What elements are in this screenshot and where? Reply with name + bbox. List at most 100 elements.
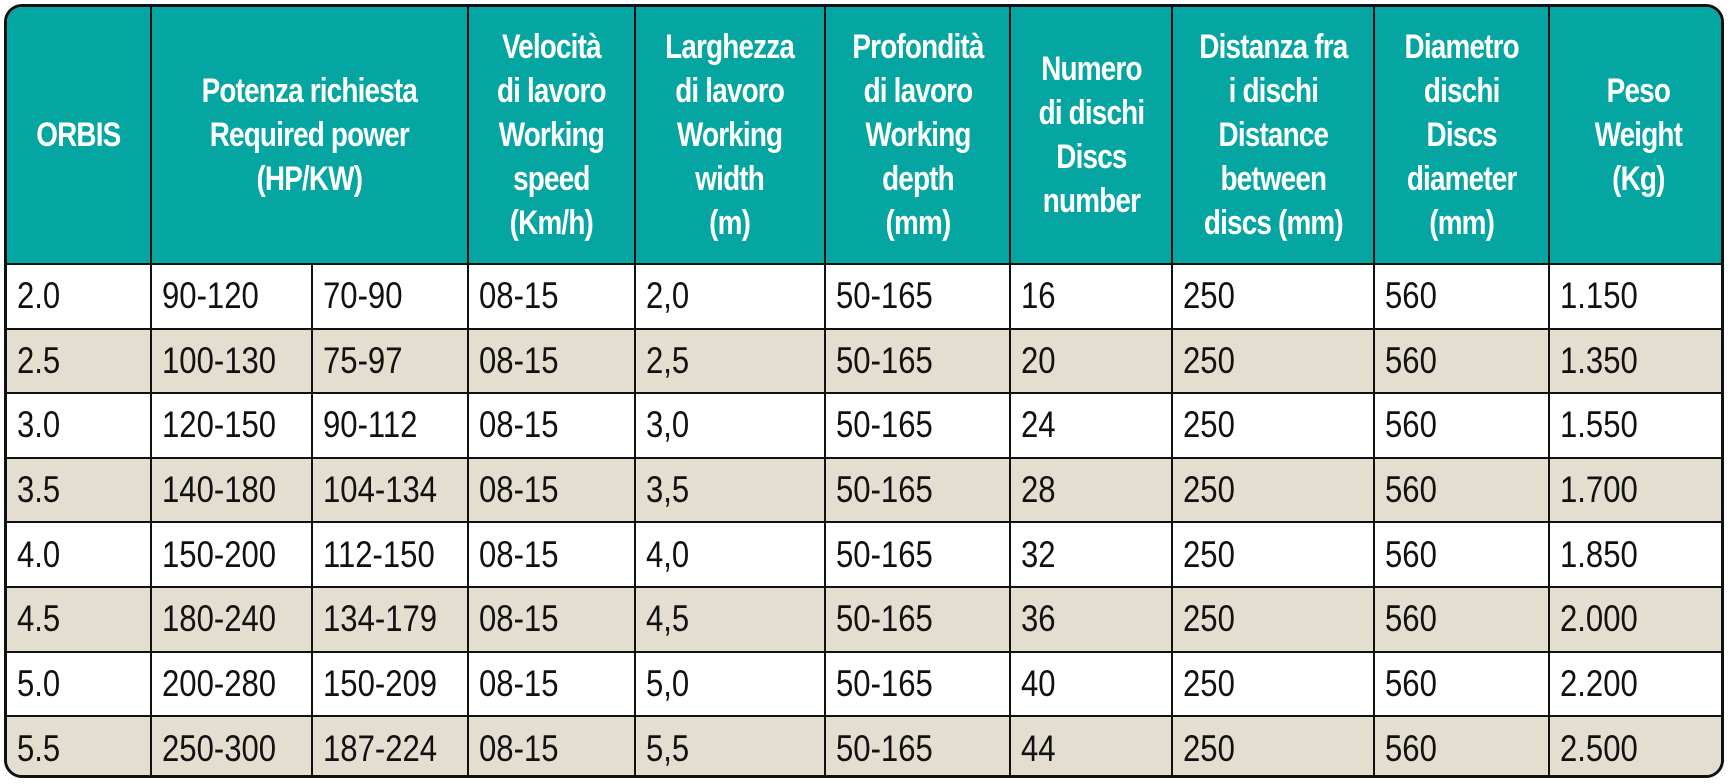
orbis-spec-table: ORBIS Potenza richiesta Required power (…	[7, 7, 1721, 775]
cell-working-speed: 08-15	[467, 327, 636, 395]
cell-discs-diameter: 560	[1373, 521, 1550, 588]
spec-table: ORBIS Potenza richiesta Required power (…	[4, 4, 1724, 778]
cell-working-depth: 50-165	[824, 456, 1011, 524]
table-row: 4.0 150-200 112-150 08-15 4,0 50-165 32 250 560 1…	[7, 521, 1721, 588]
cell-weight: 2.500	[1548, 715, 1721, 775]
cell-weight: 1.700	[1548, 456, 1721, 524]
cell-working-depth: 50-165	[824, 650, 1011, 718]
cell-working-depth: 50-165	[824, 263, 1011, 330]
cell-model: 5.5	[7, 715, 152, 775]
cell-power-kw: 90-112	[311, 392, 469, 459]
cell-discs-number: 16	[1009, 263, 1173, 330]
cell-working-depth: 50-165	[824, 327, 1011, 395]
table-row: 4.5 180-240 134-179 08-15 4,5 50-165 36 250 560 2…	[7, 585, 1721, 653]
cell-model: 4.0	[7, 521, 152, 588]
cell-weight: 1.150	[1548, 263, 1721, 330]
cell-discs-number: 32	[1009, 521, 1173, 588]
cell-working-speed: 08-15	[467, 585, 636, 653]
header-discs-number: Numero di dischi Discs number	[1009, 7, 1173, 265]
cell-power-hp: 140-180	[150, 456, 313, 524]
cell-working-speed: 08-15	[467, 521, 636, 588]
cell-power-hp: 200-280	[150, 650, 313, 718]
cell-power-hp: 180-240	[150, 585, 313, 653]
cell-model: 4.5	[7, 585, 152, 653]
header-working-speed: Velocità di lavoro Working speed (Km/h)	[467, 7, 636, 265]
cell-discs-number: 40	[1009, 650, 1173, 718]
header-working-width: Larghezza di lavoro Working width (m)	[634, 7, 826, 265]
cell-discs-diameter: 560	[1373, 585, 1550, 653]
cell-power-kw: 104-134	[311, 456, 469, 524]
cell-working-speed: 08-15	[467, 456, 636, 524]
cell-working-width: 5,5	[634, 715, 826, 775]
cell-power-kw: 70-90	[311, 263, 469, 330]
cell-discs-diameter: 560	[1373, 392, 1550, 459]
cell-discs-distance: 250	[1171, 585, 1375, 653]
cell-discs-number: 20	[1009, 327, 1173, 395]
cell-model: 2.5	[7, 327, 152, 395]
cell-model: 5.0	[7, 650, 152, 718]
cell-model: 2.0	[7, 263, 152, 330]
cell-working-speed: 08-15	[467, 263, 636, 330]
cell-working-depth: 50-165	[824, 585, 1011, 653]
table-row: 3.5 140-180 104-134 08-15 3,5 50-165 28 250 560 1…	[7, 456, 1721, 524]
cell-weight: 1.350	[1548, 327, 1721, 395]
cell-discs-number: 36	[1009, 585, 1173, 653]
cell-power-hp: 120-150	[150, 392, 313, 459]
cell-power-hp: 90-120	[150, 263, 313, 330]
cell-working-depth: 50-165	[824, 715, 1011, 775]
cell-working-width: 2,0	[634, 263, 826, 330]
cell-working-depth: 50-165	[824, 521, 1011, 588]
header-weight: Peso Weight (Kg)	[1548, 7, 1721, 265]
table-row: 5.0 200-280 150-209 08-15 5,0 50-165 40 250 560 2…	[7, 650, 1721, 718]
cell-discs-diameter: 560	[1373, 715, 1550, 775]
cell-power-kw: 75-97	[311, 327, 469, 395]
cell-power-kw: 134-179	[311, 585, 469, 653]
table-row: 5.5 250-300 187-224 08-15 5,5 50-165 44 250 560 2…	[7, 715, 1721, 775]
header-row: ORBIS Potenza richiesta Required power (…	[7, 7, 1721, 265]
cell-power-hp: 150-200	[150, 521, 313, 588]
cell-power-hp: 100-130	[150, 327, 313, 395]
cell-discs-number: 24	[1009, 392, 1173, 459]
table-row: 2.5 100-130 75-97 08-15 2,5 50-165 20 250 560 1.3…	[7, 327, 1721, 395]
cell-discs-distance: 250	[1171, 392, 1375, 459]
cell-power-kw: 150-209	[311, 650, 469, 718]
cell-power-kw: 112-150	[311, 521, 469, 588]
cell-model: 3.5	[7, 456, 152, 524]
cell-discs-diameter: 560	[1373, 263, 1550, 330]
header-discs-distance: Distanza fra i dischi Distance between d…	[1171, 7, 1375, 265]
cell-working-width: 5,0	[634, 650, 826, 718]
cell-discs-distance: 250	[1171, 715, 1375, 775]
cell-working-width: 4,0	[634, 521, 826, 588]
cell-discs-number: 28	[1009, 456, 1173, 524]
cell-working-width: 3,0	[634, 392, 826, 459]
cell-power-kw: 187-224	[311, 715, 469, 775]
cell-working-speed: 08-15	[467, 392, 636, 459]
table-body: 2.0 90-120 70-90 08-15 2,0 50-165 16 250 560 1.15…	[7, 263, 1721, 775]
cell-discs-distance: 250	[1171, 263, 1375, 330]
table-row: 2.0 90-120 70-90 08-15 2,0 50-165 16 250 560 1.15…	[7, 263, 1721, 330]
cell-weight: 2.000	[1548, 585, 1721, 653]
cell-model: 3.0	[7, 392, 152, 459]
cell-working-depth: 50-165	[824, 392, 1011, 459]
cell-discs-diameter: 560	[1373, 650, 1550, 718]
cell-working-width: 2,5	[634, 327, 826, 395]
cell-working-speed: 08-15	[467, 650, 636, 718]
cell-discs-distance: 250	[1171, 327, 1375, 395]
cell-discs-distance: 250	[1171, 456, 1375, 524]
cell-discs-number: 44	[1009, 715, 1173, 775]
cell-discs-diameter: 560	[1373, 456, 1550, 524]
cell-power-hp: 250-300	[150, 715, 313, 775]
header-discs-diameter: Diametro dischi Discs diameter (mm)	[1373, 7, 1550, 265]
header-working-depth: Profondità di lavoro Working depth (mm)	[824, 7, 1011, 265]
cell-working-width: 3,5	[634, 456, 826, 524]
cell-weight: 1.850	[1548, 521, 1721, 588]
cell-weight: 2.200	[1548, 650, 1721, 718]
header-required-power: Potenza richiesta Required power (HP/KW)	[150, 7, 469, 265]
cell-discs-diameter: 560	[1373, 327, 1550, 395]
cell-discs-distance: 250	[1171, 521, 1375, 588]
cell-weight: 1.550	[1548, 392, 1721, 459]
cell-working-speed: 08-15	[467, 715, 636, 775]
cell-discs-distance: 250	[1171, 650, 1375, 718]
header-orbis: ORBIS	[7, 7, 152, 265]
cell-working-width: 4,5	[634, 585, 826, 653]
